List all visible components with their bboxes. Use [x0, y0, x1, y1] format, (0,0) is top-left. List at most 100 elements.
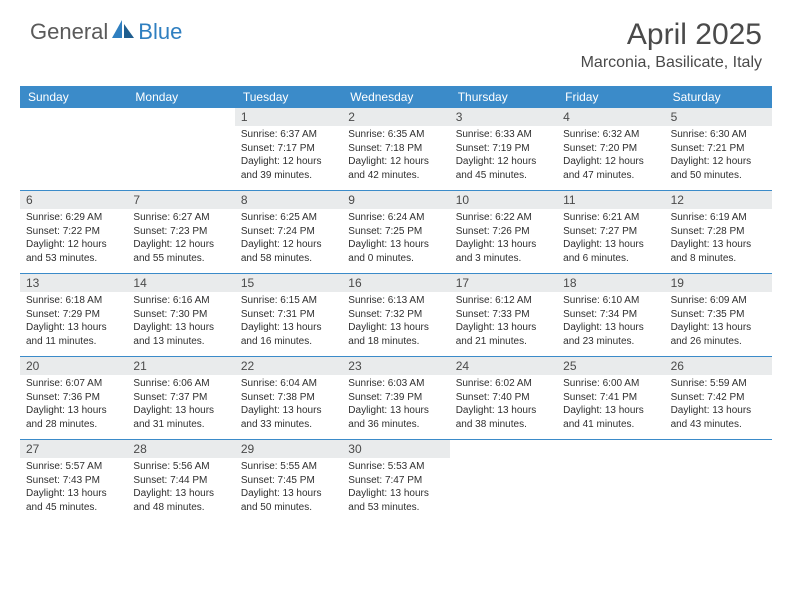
weekday-header: Monday	[127, 86, 234, 108]
day-details: Sunrise: 6:19 AMSunset: 7:28 PMDaylight:…	[665, 209, 772, 269]
daylight-text: Daylight: 13 hours and 41 minutes.	[563, 404, 658, 431]
daylight-text: Daylight: 13 hours and 36 minutes.	[348, 404, 443, 431]
day-cell: 20Sunrise: 6:07 AMSunset: 7:36 PMDayligh…	[20, 357, 127, 439]
sunset-text: Sunset: 7:21 PM	[671, 142, 766, 156]
logo: General Blue	[30, 18, 182, 45]
day-cell: 9Sunrise: 6:24 AMSunset: 7:25 PMDaylight…	[342, 191, 449, 273]
logo-sail-icon	[110, 18, 136, 45]
day-details: Sunrise: 6:25 AMSunset: 7:24 PMDaylight:…	[235, 209, 342, 269]
daylight-text: Daylight: 12 hours and 42 minutes.	[348, 155, 443, 182]
daylight-text: Daylight: 13 hours and 26 minutes.	[671, 321, 766, 348]
day-details: Sunrise: 6:02 AMSunset: 7:40 PMDaylight:…	[450, 375, 557, 435]
sunrise-text: Sunrise: 6:29 AM	[26, 211, 121, 225]
day-number: 10	[450, 191, 557, 209]
day-number: 25	[557, 357, 664, 375]
sunset-text: Sunset: 7:47 PM	[348, 474, 443, 488]
daylight-text: Daylight: 12 hours and 39 minutes.	[241, 155, 336, 182]
day-details: Sunrise: 5:57 AMSunset: 7:43 PMDaylight:…	[20, 458, 127, 518]
sunset-text: Sunset: 7:33 PM	[456, 308, 551, 322]
day-details: Sunrise: 6:32 AMSunset: 7:20 PMDaylight:…	[557, 126, 664, 186]
daylight-text: Daylight: 13 hours and 18 minutes.	[348, 321, 443, 348]
sunrise-text: Sunrise: 5:59 AM	[671, 377, 766, 391]
sunset-text: Sunset: 7:38 PM	[241, 391, 336, 405]
week-row: 13Sunrise: 6:18 AMSunset: 7:29 PMDayligh…	[20, 273, 772, 356]
day-number: 22	[235, 357, 342, 375]
weeks-container: 1Sunrise: 6:37 AMSunset: 7:17 PMDaylight…	[20, 108, 772, 522]
day-details: Sunrise: 5:53 AMSunset: 7:47 PMDaylight:…	[342, 458, 449, 518]
day-number: 1	[235, 108, 342, 126]
day-cell: 11Sunrise: 6:21 AMSunset: 7:27 PMDayligh…	[557, 191, 664, 273]
day-number: 18	[557, 274, 664, 292]
day-number: 23	[342, 357, 449, 375]
logo-text-blue: Blue	[138, 19, 182, 45]
sunrise-text: Sunrise: 6:27 AM	[133, 211, 228, 225]
sunrise-text: Sunrise: 6:00 AM	[563, 377, 658, 391]
sunset-text: Sunset: 7:31 PM	[241, 308, 336, 322]
daylight-text: Daylight: 13 hours and 31 minutes.	[133, 404, 228, 431]
sunset-text: Sunset: 7:30 PM	[133, 308, 228, 322]
day-number: 2	[342, 108, 449, 126]
day-cell: 3Sunrise: 6:33 AMSunset: 7:19 PMDaylight…	[450, 108, 557, 190]
week-row: 27Sunrise: 5:57 AMSunset: 7:43 PMDayligh…	[20, 439, 772, 522]
daylight-text: Daylight: 13 hours and 33 minutes.	[241, 404, 336, 431]
empty-cell	[20, 108, 127, 190]
day-details: Sunrise: 6:21 AMSunset: 7:27 PMDaylight:…	[557, 209, 664, 269]
sunset-text: Sunset: 7:26 PM	[456, 225, 551, 239]
sunrise-text: Sunrise: 6:09 AM	[671, 294, 766, 308]
sunrise-text: Sunrise: 5:53 AM	[348, 460, 443, 474]
day-details: Sunrise: 6:07 AMSunset: 7:36 PMDaylight:…	[20, 375, 127, 435]
day-cell: 13Sunrise: 6:18 AMSunset: 7:29 PMDayligh…	[20, 274, 127, 356]
sunset-text: Sunset: 7:36 PM	[26, 391, 121, 405]
daylight-text: Daylight: 13 hours and 43 minutes.	[671, 404, 766, 431]
day-cell: 21Sunrise: 6:06 AMSunset: 7:37 PMDayligh…	[127, 357, 234, 439]
day-cell: 23Sunrise: 6:03 AMSunset: 7:39 PMDayligh…	[342, 357, 449, 439]
daylight-text: Daylight: 12 hours and 50 minutes.	[671, 155, 766, 182]
day-details: Sunrise: 6:24 AMSunset: 7:25 PMDaylight:…	[342, 209, 449, 269]
day-details: Sunrise: 6:00 AMSunset: 7:41 PMDaylight:…	[557, 375, 664, 435]
sunrise-text: Sunrise: 6:33 AM	[456, 128, 551, 142]
sunrise-text: Sunrise: 6:13 AM	[348, 294, 443, 308]
daylight-text: Daylight: 13 hours and 3 minutes.	[456, 238, 551, 265]
day-cell: 16Sunrise: 6:13 AMSunset: 7:32 PMDayligh…	[342, 274, 449, 356]
day-cell: 26Sunrise: 5:59 AMSunset: 7:42 PMDayligh…	[665, 357, 772, 439]
daylight-text: Daylight: 13 hours and 53 minutes.	[348, 487, 443, 514]
sunset-text: Sunset: 7:44 PM	[133, 474, 228, 488]
day-cell: 24Sunrise: 6:02 AMSunset: 7:40 PMDayligh…	[450, 357, 557, 439]
daylight-text: Daylight: 13 hours and 38 minutes.	[456, 404, 551, 431]
day-details: Sunrise: 6:22 AMSunset: 7:26 PMDaylight:…	[450, 209, 557, 269]
day-details: Sunrise: 6:06 AMSunset: 7:37 PMDaylight:…	[127, 375, 234, 435]
sunrise-text: Sunrise: 6:21 AM	[563, 211, 658, 225]
sunset-text: Sunset: 7:29 PM	[26, 308, 121, 322]
day-cell: 19Sunrise: 6:09 AMSunset: 7:35 PMDayligh…	[665, 274, 772, 356]
day-cell: 22Sunrise: 6:04 AMSunset: 7:38 PMDayligh…	[235, 357, 342, 439]
sunrise-text: Sunrise: 6:30 AM	[671, 128, 766, 142]
day-number: 4	[557, 108, 664, 126]
empty-cell	[665, 440, 772, 522]
daylight-text: Daylight: 12 hours and 53 minutes.	[26, 238, 121, 265]
sunset-text: Sunset: 7:32 PM	[348, 308, 443, 322]
day-details: Sunrise: 6:18 AMSunset: 7:29 PMDaylight:…	[20, 292, 127, 352]
sunset-text: Sunset: 7:40 PM	[456, 391, 551, 405]
calendar: SundayMondayTuesdayWednesdayThursdayFrid…	[20, 86, 772, 522]
week-row: 1Sunrise: 6:37 AMSunset: 7:17 PMDaylight…	[20, 108, 772, 190]
day-number: 5	[665, 108, 772, 126]
day-cell: 12Sunrise: 6:19 AMSunset: 7:28 PMDayligh…	[665, 191, 772, 273]
day-number: 30	[342, 440, 449, 458]
day-cell: 4Sunrise: 6:32 AMSunset: 7:20 PMDaylight…	[557, 108, 664, 190]
day-details: Sunrise: 6:09 AMSunset: 7:35 PMDaylight:…	[665, 292, 772, 352]
daylight-text: Daylight: 12 hours and 58 minutes.	[241, 238, 336, 265]
sunrise-text: Sunrise: 6:19 AM	[671, 211, 766, 225]
day-number: 13	[20, 274, 127, 292]
daylight-text: Daylight: 13 hours and 13 minutes.	[133, 321, 228, 348]
sunrise-text: Sunrise: 6:24 AM	[348, 211, 443, 225]
sunset-text: Sunset: 7:22 PM	[26, 225, 121, 239]
weekday-header: Friday	[557, 86, 664, 108]
sunset-text: Sunset: 7:41 PM	[563, 391, 658, 405]
day-cell: 30Sunrise: 5:53 AMSunset: 7:47 PMDayligh…	[342, 440, 449, 522]
day-number: 21	[127, 357, 234, 375]
weekday-header: Wednesday	[342, 86, 449, 108]
sunrise-text: Sunrise: 6:07 AM	[26, 377, 121, 391]
sunset-text: Sunset: 7:35 PM	[671, 308, 766, 322]
day-details: Sunrise: 6:12 AMSunset: 7:33 PMDaylight:…	[450, 292, 557, 352]
daylight-text: Daylight: 12 hours and 47 minutes.	[563, 155, 658, 182]
